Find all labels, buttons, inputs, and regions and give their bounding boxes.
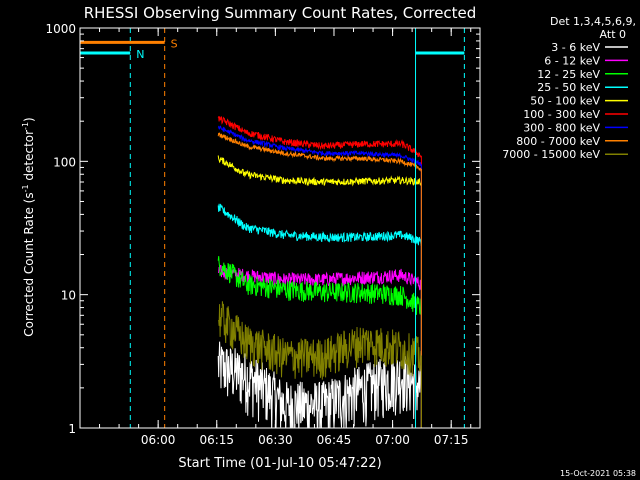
y-axis-label-end: ) <box>22 117 36 122</box>
y-axis-label-sup2: -1 <box>21 122 30 130</box>
series-line-4 <box>217 203 422 246</box>
y-axis-label-main: Corrected Count Rate (s <box>22 192 36 336</box>
plot-frame <box>79 27 481 429</box>
series-line-3 <box>217 256 422 315</box>
y-tick-label-4: 1000 <box>45 22 76 36</box>
series-line-6 <box>217 116 422 158</box>
legend-label-3: 12 - 25 keV <box>537 68 600 81</box>
legend-label-5: 50 - 100 keV <box>530 95 600 108</box>
legend-label-8: 800 - 7000 keV <box>516 135 600 148</box>
legend-header-line-2: Att 0 <box>600 28 626 41</box>
series-line-1 <box>217 341 422 428</box>
legend-header-line-1: Det 1,3,4,5,6,9, <box>550 15 636 28</box>
x-tick-label-1: 06:00 <box>141 433 176 447</box>
x-tick-label-5: 07:00 <box>375 433 410 447</box>
axes: 1 10 100 1000 06:00 06:15 06:30 06:45 07:00 07:15 <box>45 22 481 447</box>
legend-label-6: 100 - 300 keV <box>523 108 600 121</box>
flag-label-S: S <box>171 37 178 50</box>
chart-title: RHESSI Observing Summary Count Rates, Co… <box>84 4 477 22</box>
legend-label-2: 6 - 12 keV <box>544 54 600 67</box>
series-line-8 <box>217 132 422 172</box>
legend-label-7: 300 - 800 keV <box>523 121 600 134</box>
footer-timestamp: 15-Oct-2021 05:38 <box>560 469 636 478</box>
legend-label-4: 25 - 50 keV <box>537 81 600 94</box>
legend-label-9: 7000 - 15000 keV <box>502 148 600 161</box>
series-line-5 <box>217 155 422 187</box>
y-axis-label: Corrected Count Rate (s-1 detector-1) <box>21 117 36 336</box>
y-tick-label-1: 1 <box>68 422 76 436</box>
series-line-9 <box>218 301 422 380</box>
plot-content <box>217 116 422 428</box>
y-tick-label-2: 10 <box>61 289 76 303</box>
x-axis-label: Start Time (01-Jul-10 05:47:22) <box>178 456 381 471</box>
plot-area: NS <box>80 28 465 428</box>
x-tick-label-2: 06:15 <box>199 433 234 447</box>
y-tick-label-3: 100 <box>53 155 76 169</box>
legend-label-1: 3 - 6 keV <box>551 41 600 54</box>
series-line-7 <box>217 125 422 166</box>
x-tick-label-4: 06:45 <box>317 433 352 447</box>
y-axis-label-sup1: -1 <box>21 184 30 192</box>
y-axis-label-mid: detector <box>22 130 36 185</box>
flag-label-N: N <box>136 48 144 61</box>
x-tick-label-3: 06:30 <box>258 433 293 447</box>
x-tick-label-6: 07:15 <box>434 433 469 447</box>
